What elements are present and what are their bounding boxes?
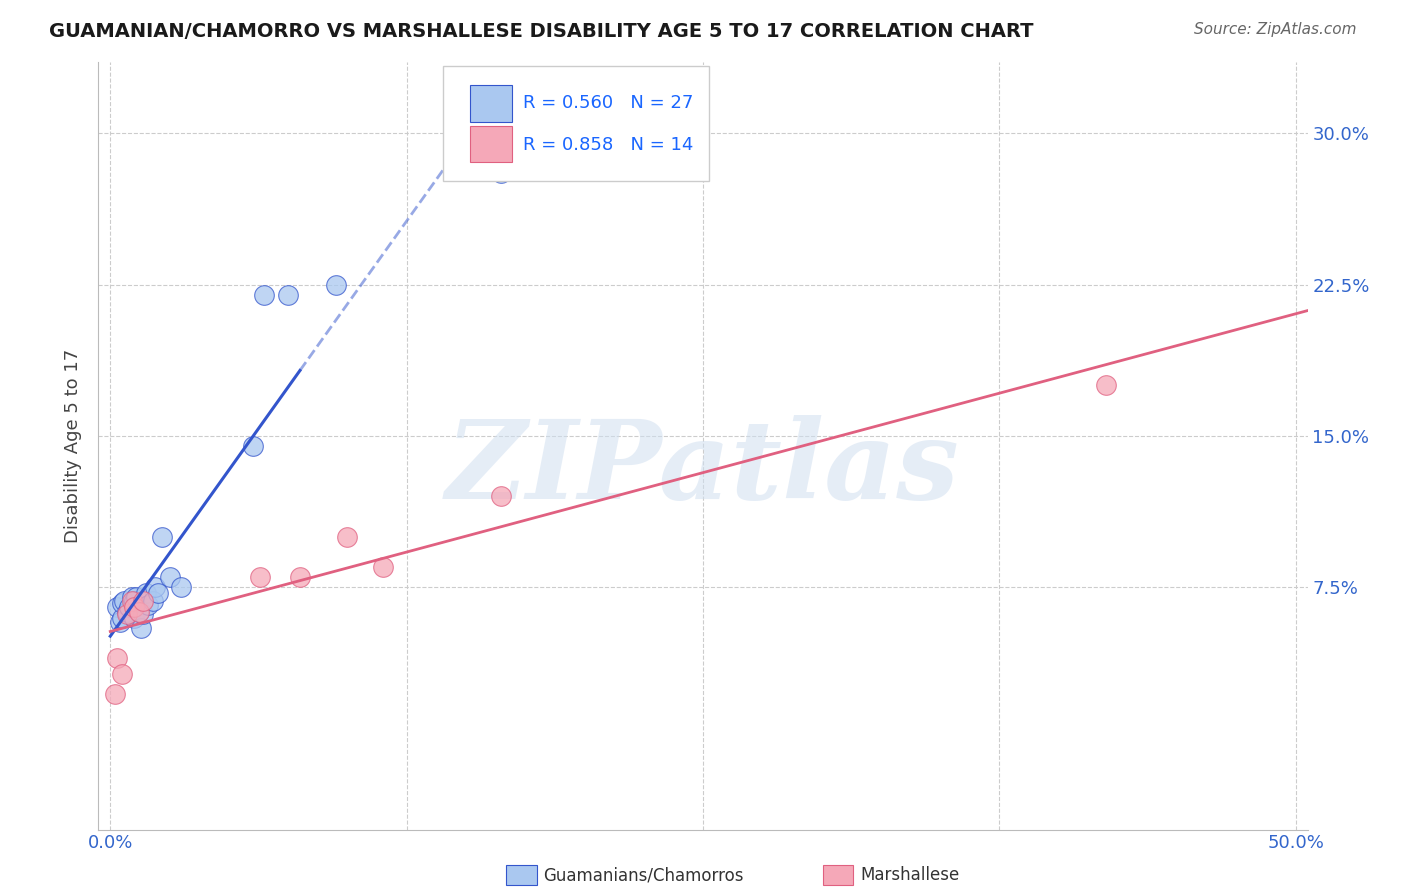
Point [142, 594, 165, 608]
Point [249, 570, 271, 584]
FancyBboxPatch shape [443, 66, 709, 181]
Point [371, 560, 394, 574]
Text: R = 0.858   N = 14: R = 0.858 N = 14 [523, 136, 693, 153]
Point [242, 439, 264, 453]
Point [122, 594, 145, 608]
Point [111, 610, 134, 624]
Point [135, 586, 157, 600]
Point [146, 586, 169, 600]
Point [105, 651, 128, 665]
Text: ZIPatlas: ZIPatlas [446, 416, 960, 523]
Y-axis label: Disability Age 5 to 17: Disability Age 5 to 17 [65, 349, 83, 543]
Text: R = 0.560   N = 27: R = 0.560 N = 27 [523, 94, 693, 112]
Point [105, 600, 128, 615]
Text: Guamanians/Chamorros: Guamanians/Chamorros [543, 866, 744, 884]
Point [128, 605, 150, 619]
Point [159, 570, 181, 584]
Point [277, 287, 299, 301]
Point [136, 599, 159, 613]
Point [325, 277, 347, 292]
Point [108, 615, 131, 629]
Point [122, 600, 145, 615]
Point [121, 594, 143, 608]
Point [111, 667, 134, 681]
Point [253, 287, 276, 301]
Point [143, 580, 166, 594]
Point [122, 610, 145, 624]
Point [114, 594, 136, 608]
Point [152, 530, 174, 544]
Point [111, 597, 134, 611]
Text: GUAMANIAN/CHAMORRO VS MARSHALLESE DISABILITY AGE 5 TO 17 CORRELATION CHART: GUAMANIAN/CHAMORRO VS MARSHALLESE DISABI… [49, 22, 1033, 41]
Point [491, 490, 513, 504]
Point [1095, 378, 1118, 392]
Point [170, 580, 193, 594]
Point [491, 166, 513, 180]
Point [115, 605, 138, 619]
Point [118, 600, 141, 615]
Point [125, 591, 148, 605]
Text: Source: ZipAtlas.com: Source: ZipAtlas.com [1194, 22, 1357, 37]
Point [132, 594, 155, 608]
FancyBboxPatch shape [470, 126, 512, 162]
FancyBboxPatch shape [470, 86, 512, 121]
Point [132, 607, 155, 621]
Point [129, 621, 152, 635]
Point [115, 607, 138, 621]
Text: Marshallese: Marshallese [860, 866, 960, 884]
Point [104, 687, 127, 701]
Point [121, 591, 143, 605]
Point [128, 605, 150, 619]
Point [288, 570, 311, 584]
Point [336, 530, 359, 544]
